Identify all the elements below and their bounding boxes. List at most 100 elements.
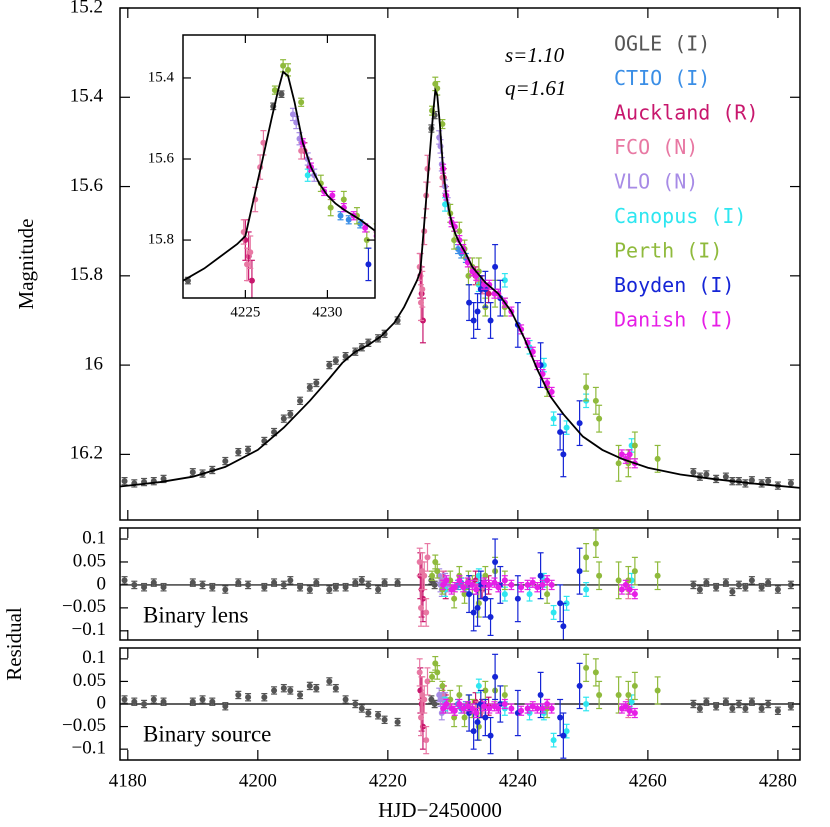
x-tick-label: 4280 [759, 770, 797, 791]
panel-annotation: Binary source [143, 721, 271, 746]
data-point [439, 253, 445, 259]
data-point [245, 581, 252, 588]
data-point [546, 318, 552, 324]
data-point [131, 698, 138, 705]
data-point [451, 595, 458, 602]
data-point [245, 694, 252, 701]
data-point [298, 147, 305, 154]
data-point [313, 579, 320, 586]
data-point [524, 705, 531, 712]
data-point [661, 338, 667, 344]
x-tick-label: 4230 [312, 304, 342, 320]
data-point [287, 577, 294, 584]
data-point [748, 698, 755, 705]
data-point [111, 298, 117, 304]
data-point [271, 87, 278, 94]
data-point [377, 278, 383, 284]
data-point [644, 371, 650, 377]
data-point [626, 451, 633, 458]
data-point [417, 714, 424, 721]
data-point [751, 399, 757, 405]
data-point [390, 245, 396, 251]
data-point [306, 586, 313, 593]
data-point [592, 397, 599, 404]
data-point [381, 579, 388, 586]
data-point [358, 577, 365, 584]
data-point [557, 600, 564, 607]
data-point [423, 737, 430, 744]
data-point [332, 685, 339, 692]
data-point [735, 581, 742, 588]
data-point [482, 572, 489, 579]
data-point [492, 558, 499, 565]
data-point [189, 698, 196, 705]
data-point [434, 568, 441, 575]
data-point [544, 577, 551, 584]
data-point [363, 237, 370, 244]
data-point [261, 694, 268, 701]
data-point [235, 691, 242, 698]
data-point [352, 701, 359, 707]
data-point [765, 478, 772, 485]
data-point [456, 691, 463, 698]
data-point [416, 558, 423, 565]
data-point [626, 707, 633, 714]
data-point [526, 591, 533, 598]
data-point [121, 478, 128, 485]
data-point [280, 581, 287, 588]
y-tick-label: −0.1 [72, 738, 106, 759]
data-point [421, 572, 428, 579]
data-point [474, 308, 481, 315]
data-point [383, 237, 389, 243]
data-point [313, 379, 320, 386]
data-point [394, 719, 401, 726]
data-point [713, 584, 720, 591]
data-point [440, 581, 447, 588]
data-point [631, 710, 638, 717]
data-point [461, 714, 468, 721]
data-point [429, 673, 436, 680]
data-point [474, 719, 481, 726]
data-point [482, 687, 489, 694]
data-point [306, 682, 313, 689]
data-point [357, 220, 364, 227]
data-point [690, 581, 697, 588]
data-point [150, 579, 157, 586]
model-curve [183, 70, 375, 282]
data-point [434, 669, 441, 676]
data-point [287, 687, 294, 694]
data-point [340, 196, 347, 203]
data-point [544, 379, 551, 386]
y-tick-label: −0.1 [72, 619, 106, 640]
data-point [416, 669, 423, 676]
data-point [424, 678, 431, 685]
data-point [654, 455, 661, 462]
plot-frame [119, 7, 801, 521]
data-point [342, 696, 349, 703]
data-point [466, 299, 473, 306]
data-point [439, 121, 446, 128]
data-point [222, 703, 229, 710]
data-point [501, 277, 508, 284]
data-point [574, 342, 580, 348]
data-point [554, 318, 560, 324]
data-point [748, 477, 755, 484]
y-tick-label: 0.05 [73, 670, 106, 691]
data-point [271, 687, 278, 694]
x-axis-label: HJD−2450000 [378, 798, 502, 822]
data-point [362, 224, 369, 231]
data-point [557, 429, 564, 436]
data-point [776, 391, 782, 397]
x-tick-label: 4240 [499, 770, 537, 791]
data-point [280, 415, 287, 422]
data-point [382, 237, 388, 243]
data-point [245, 446, 252, 453]
legend-entry: Boyden (I) [614, 273, 734, 297]
data-point [485, 290, 492, 297]
data-point [456, 701, 463, 707]
data-point [562, 338, 568, 344]
data-point [583, 554, 590, 561]
data-point [622, 703, 629, 710]
data-point [631, 682, 638, 689]
